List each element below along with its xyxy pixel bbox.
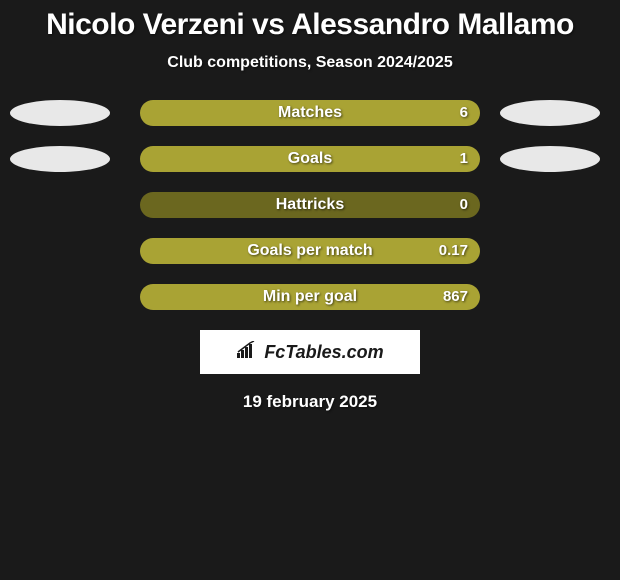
fctables-logo: FcTables.com bbox=[200, 330, 420, 374]
player-left-indicator bbox=[10, 100, 110, 126]
logo-text: FcTables.com bbox=[264, 342, 383, 363]
stat-value: 6 bbox=[460, 100, 468, 126]
stat-row: Goals per match0.17 bbox=[0, 238, 620, 264]
date-text: 19 february 2025 bbox=[0, 392, 620, 412]
chart-icon bbox=[236, 341, 258, 364]
stat-row: Goals1 bbox=[0, 146, 620, 172]
stat-value: 1 bbox=[460, 146, 468, 172]
stat-row: Matches6 bbox=[0, 100, 620, 126]
stat-value: 867 bbox=[443, 284, 468, 310]
stat-label: Goals per match bbox=[140, 238, 480, 264]
player-left-indicator bbox=[10, 146, 110, 172]
stat-label: Matches bbox=[140, 100, 480, 126]
stat-bar: Matches6 bbox=[140, 100, 480, 126]
stat-bar: Min per goal867 bbox=[140, 284, 480, 310]
subtitle: Club competitions, Season 2024/2025 bbox=[0, 54, 620, 72]
player-right-indicator bbox=[500, 100, 600, 126]
page-title: Nicolo Verzeni vs Alessandro Mallamo bbox=[0, 8, 620, 42]
stat-bar: Hattricks0 bbox=[140, 192, 480, 218]
stat-bar: Goals per match0.17 bbox=[140, 238, 480, 264]
stats-area: Matches6Goals1Hattricks0Goals per match0… bbox=[0, 100, 620, 310]
stat-row: Min per goal867 bbox=[0, 284, 620, 310]
stat-label: Hattricks bbox=[140, 192, 480, 218]
stat-row: Hattricks0 bbox=[0, 192, 620, 218]
stat-label: Min per goal bbox=[140, 284, 480, 310]
player-right-indicator bbox=[500, 146, 600, 172]
stat-value: 0.17 bbox=[439, 238, 468, 264]
stat-bar: Goals1 bbox=[140, 146, 480, 172]
stat-label: Goals bbox=[140, 146, 480, 172]
stat-value: 0 bbox=[460, 192, 468, 218]
main-container: Nicolo Verzeni vs Alessandro Mallamo Clu… bbox=[0, 0, 620, 412]
